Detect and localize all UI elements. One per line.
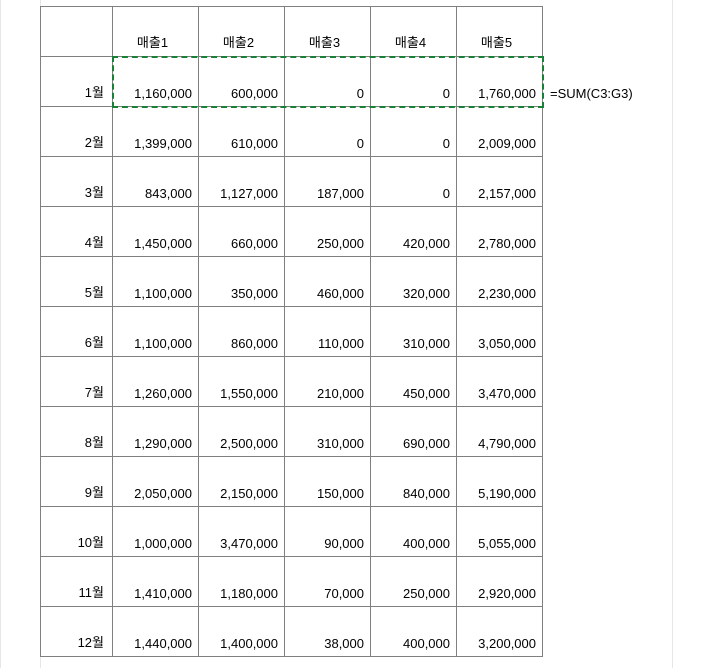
data-cell[interactable]: 400,000 [371,607,457,657]
data-cell[interactable]: 2,920,000 [457,557,543,607]
data-cell[interactable]: 2,050,000 [113,457,199,507]
header-cell[interactable]: 매출4 [371,7,457,57]
data-cell[interactable]: 1,450,000 [113,207,199,257]
data-cell[interactable]: 187,000 [285,157,371,207]
row-label-cell[interactable]: 12월 [41,607,113,657]
header-cell[interactable]: 매출2 [199,7,285,57]
data-cell[interactable]: 1,440,000 [113,607,199,657]
data-cell[interactable]: 38,000 [285,607,371,657]
table-header-row: 매출1 매출2 매출3 매출4 매출5 [41,7,543,57]
data-cell[interactable]: 2,157,000 [457,157,543,207]
data-cell[interactable]: 0 [371,57,457,107]
spreadsheet-table-container: 매출1 매출2 매출3 매출4 매출5 1월1,160,000600,00000… [40,6,543,657]
data-cell[interactable]: 1,399,000 [113,107,199,157]
data-cell[interactable]: 110,000 [285,307,371,357]
data-cell[interactable]: 460,000 [285,257,371,307]
data-cell[interactable]: 210,000 [285,357,371,407]
data-cell[interactable]: 2,230,000 [457,257,543,307]
data-cell[interactable]: 2,780,000 [457,207,543,257]
data-cell[interactable]: 3,470,000 [457,357,543,407]
row-label-cell[interactable]: 6월 [41,307,113,357]
header-cell[interactable]: 매출5 [457,7,543,57]
formula-cell[interactable]: =SUM(C3:G3) [546,56,637,106]
header-cell[interactable]: 매출3 [285,7,371,57]
table-row: 1월1,160,000600,000001,760,000 [41,57,543,107]
data-cell[interactable]: 2,150,000 [199,457,285,507]
data-cell[interactable]: 250,000 [371,557,457,607]
data-cell[interactable]: 3,200,000 [457,607,543,657]
row-label-cell[interactable]: 11월 [41,557,113,607]
row-label-cell[interactable]: 4월 [41,207,113,257]
data-cell[interactable]: 250,000 [285,207,371,257]
table-row: 10월1,000,0003,470,00090,000400,0005,055,… [41,507,543,557]
table-row: 8월1,290,0002,500,000310,000690,0004,790,… [41,407,543,457]
table-row: 2월1,399,000610,000002,009,000 [41,107,543,157]
row-label-cell[interactable]: 2월 [41,107,113,157]
data-cell[interactable]: 1,180,000 [199,557,285,607]
data-cell[interactable]: 0 [285,107,371,157]
data-cell[interactable]: 310,000 [371,307,457,357]
row-label-cell[interactable]: 8월 [41,407,113,457]
row-label-cell[interactable]: 7월 [41,357,113,407]
data-cell[interactable]: 2,500,000 [199,407,285,457]
data-cell[interactable]: 3,050,000 [457,307,543,357]
data-cell[interactable]: 70,000 [285,557,371,607]
data-cell[interactable]: 450,000 [371,357,457,407]
row-label-cell[interactable]: 1월 [41,57,113,107]
data-cell[interactable]: 400,000 [371,507,457,557]
data-cell[interactable]: 1,550,000 [199,357,285,407]
data-cell[interactable]: 610,000 [199,107,285,157]
data-cell[interactable]: 0 [285,57,371,107]
data-cell[interactable]: 420,000 [371,207,457,257]
data-cell[interactable]: 690,000 [371,407,457,457]
table-row: 11월1,410,0001,180,00070,000250,0002,920,… [41,557,543,607]
table-row: 12월1,440,0001,400,00038,000400,0003,200,… [41,607,543,657]
data-cell[interactable]: 843,000 [113,157,199,207]
table-row: 5월1,100,000350,000460,000320,0002,230,00… [41,257,543,307]
data-cell[interactable]: 0 [371,157,457,207]
data-cell[interactable]: 660,000 [199,207,285,257]
data-table[interactable]: 매출1 매출2 매출3 매출4 매출5 1월1,160,000600,00000… [40,6,543,657]
row-label-cell[interactable]: 9월 [41,457,113,507]
data-cell[interactable]: 600,000 [199,57,285,107]
row-label-cell[interactable]: 5월 [41,257,113,307]
data-cell[interactable]: 150,000 [285,457,371,507]
data-cell[interactable]: 5,190,000 [457,457,543,507]
header-cell-empty[interactable] [41,7,113,57]
data-cell[interactable]: 1,760,000 [457,57,543,107]
table-row: 3월843,0001,127,000187,00002,157,000 [41,157,543,207]
data-cell[interactable]: 5,055,000 [457,507,543,557]
data-cell[interactable]: 1,290,000 [113,407,199,457]
data-cell[interactable]: 1,160,000 [113,57,199,107]
data-cell[interactable]: 1,127,000 [199,157,285,207]
data-cell[interactable]: 1,410,000 [113,557,199,607]
data-cell[interactable]: 310,000 [285,407,371,457]
data-cell[interactable]: 0 [371,107,457,157]
data-cell[interactable]: 3,470,000 [199,507,285,557]
table-row: 4월1,450,000660,000250,000420,0002,780,00… [41,207,543,257]
data-cell[interactable]: 90,000 [285,507,371,557]
row-label-cell[interactable]: 3월 [41,157,113,207]
formula-text: =SUM(C3:G3) [550,86,633,101]
data-cell[interactable]: 840,000 [371,457,457,507]
data-cell[interactable]: 320,000 [371,257,457,307]
data-cell[interactable]: 1,400,000 [199,607,285,657]
table-row: 6월1,100,000860,000110,000310,0003,050,00… [41,307,543,357]
header-cell[interactable]: 매출1 [113,7,199,57]
table-row: 7월1,260,0001,550,000210,000450,0003,470,… [41,357,543,407]
data-cell[interactable]: 350,000 [199,257,285,307]
data-cell[interactable]: 4,790,000 [457,407,543,457]
data-cell[interactable]: 1,100,000 [113,257,199,307]
data-cell[interactable]: 1,260,000 [113,357,199,407]
data-cell[interactable]: 860,000 [199,307,285,357]
row-label-cell[interactable]: 10월 [41,507,113,557]
data-cell[interactable]: 2,009,000 [457,107,543,157]
table-row: 9월2,050,0002,150,000150,000840,0005,190,… [41,457,543,507]
data-cell[interactable]: 1,000,000 [113,507,199,557]
data-cell[interactable]: 1,100,000 [113,307,199,357]
